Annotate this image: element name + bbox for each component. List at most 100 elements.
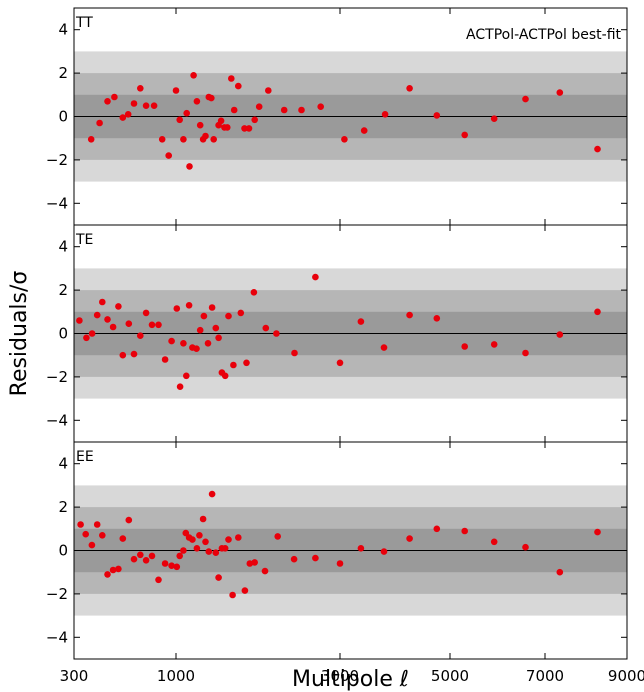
data-point (130, 555, 138, 563)
y-tick-label: −4 (46, 411, 68, 429)
data-point (119, 535, 127, 542)
data-point (556, 568, 564, 576)
data-point (168, 562, 175, 569)
data-point (185, 302, 193, 309)
data-point (250, 289, 258, 296)
data-point (490, 341, 498, 348)
data-point (251, 116, 258, 124)
data-point (262, 324, 270, 332)
data-point (142, 102, 150, 109)
data-point (142, 557, 150, 564)
data-point (461, 343, 469, 350)
data-point (274, 533, 282, 540)
data-point (82, 530, 89, 538)
data-point (76, 317, 83, 324)
data-point (290, 555, 298, 563)
x-tick-label: 7000 (526, 667, 564, 685)
data-point (235, 534, 242, 541)
data-point (461, 527, 469, 535)
y-tick-label: 0 (58, 325, 68, 343)
data-point (380, 344, 388, 351)
data-point (93, 311, 101, 319)
y-tick-label: 2 (58, 281, 68, 299)
data-point (381, 111, 389, 118)
data-point (87, 136, 95, 143)
data-point (173, 305, 181, 312)
data-point (208, 94, 215, 102)
data-point (193, 345, 200, 353)
data-point (230, 361, 237, 369)
x-tick-label: 300 (60, 667, 89, 685)
data-point (273, 330, 280, 337)
x-tick-label: 9000 (608, 667, 644, 685)
y-tick-label: 2 (58, 498, 68, 516)
data-point (119, 114, 127, 121)
data-point (336, 359, 344, 367)
data-point (357, 545, 365, 552)
y-axis-title: Residuals/σ (7, 271, 32, 397)
data-point (196, 532, 203, 539)
panel-label: TT (75, 15, 93, 31)
data-point (180, 340, 187, 347)
data-point (158, 136, 166, 143)
data-point (99, 298, 106, 306)
data-point (261, 567, 269, 575)
data-point (241, 587, 249, 594)
y-tick-label: 4 (58, 21, 68, 39)
data-point (200, 312, 208, 320)
panel-ee: −4 −2 0 2 4 EE (46, 441, 628, 660)
data-point (137, 85, 144, 92)
data-point (522, 349, 529, 357)
panel-tt: −4 −2 0 2 4 TT ACTPol-ACTPol best-fit (46, 7, 628, 226)
data-point (202, 132, 209, 140)
data-point (186, 163, 193, 170)
data-point (77, 521, 84, 528)
data-point (193, 98, 201, 105)
y-tick-label: −4 (46, 194, 68, 212)
data-point (522, 95, 529, 103)
data-point (215, 574, 222, 581)
data-point (137, 551, 144, 559)
data-point (237, 309, 245, 317)
y-tick-label: 2 (58, 64, 68, 82)
data-point (228, 75, 235, 82)
y-tick-label: 4 (58, 455, 68, 473)
data-point (265, 87, 272, 94)
data-point (190, 72, 197, 79)
data-point (109, 323, 117, 331)
data-point (104, 571, 111, 578)
data-point (208, 304, 216, 311)
data-point (196, 121, 204, 129)
y-tick-label: −2 (46, 585, 68, 603)
data-point (99, 532, 106, 539)
data-point (556, 331, 564, 338)
y-tick-label: −2 (46, 151, 68, 169)
data-point (225, 536, 232, 543)
y-tick-label: 0 (58, 542, 68, 560)
y-tick-label: −4 (46, 628, 68, 646)
data-point (215, 334, 222, 342)
data-point (148, 552, 156, 560)
data-point (155, 576, 162, 584)
data-point (124, 111, 132, 118)
panel-label: EE (76, 449, 94, 465)
data-point (210, 136, 217, 143)
data-point (183, 109, 190, 117)
data-point (312, 554, 319, 562)
data-point (204, 340, 212, 347)
data-point (336, 560, 344, 567)
x-tick-label: 3000 (321, 667, 359, 685)
data-point (104, 316, 111, 323)
data-point (251, 559, 258, 566)
data-point (176, 116, 183, 124)
data-point (161, 560, 169, 567)
data-point (357, 318, 365, 325)
data-point (119, 351, 127, 359)
data-point (130, 100, 138, 107)
data-point (317, 103, 325, 110)
data-point (193, 545, 201, 552)
data-point (208, 490, 216, 498)
data-point (406, 85, 413, 92)
data-point (212, 324, 220, 332)
data-point (96, 119, 103, 127)
